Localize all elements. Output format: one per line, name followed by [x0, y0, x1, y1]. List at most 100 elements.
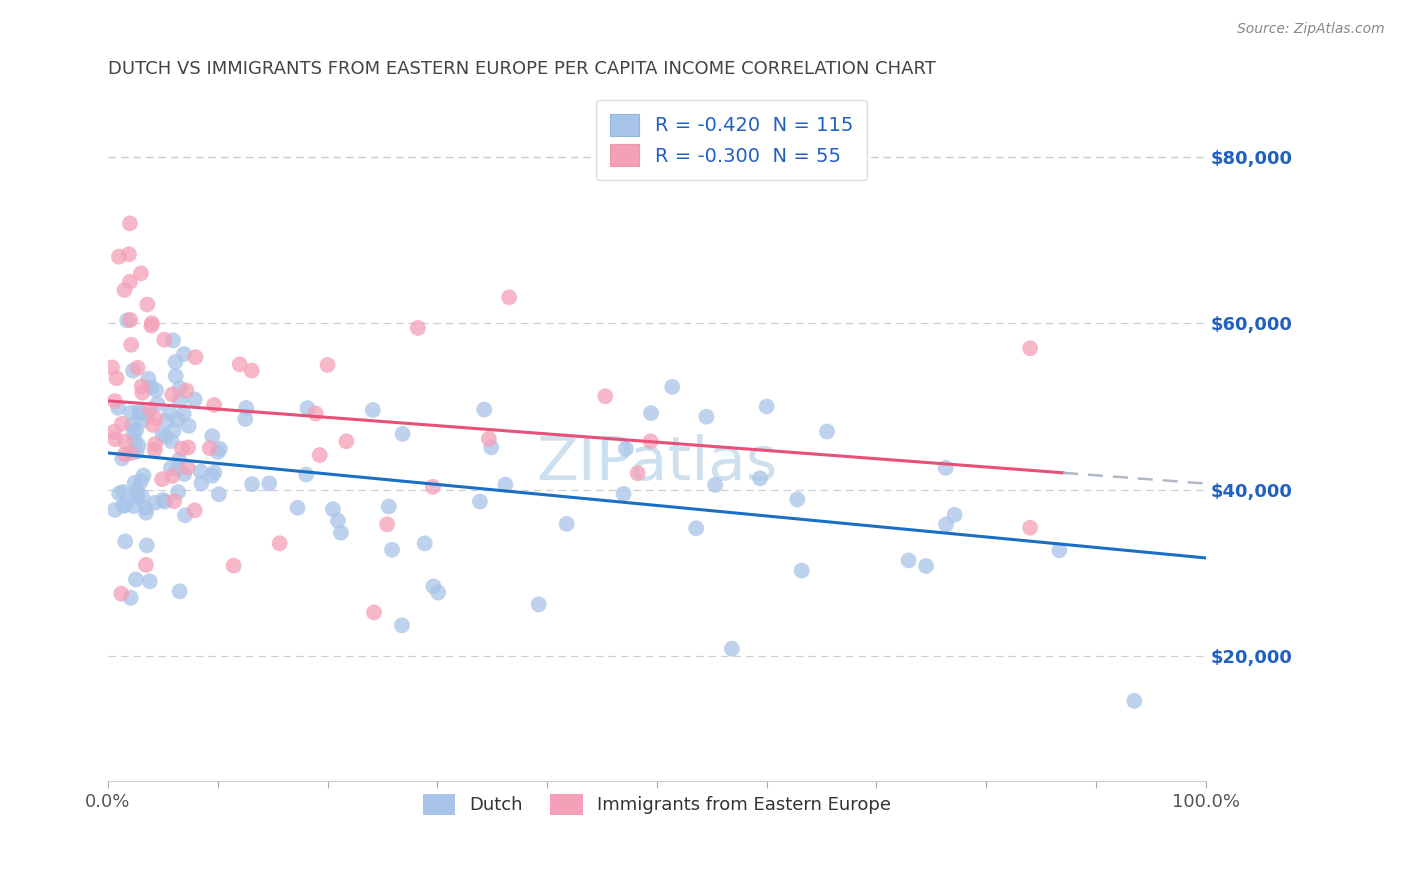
Point	[208, 442, 231, 456]
Point	[494, 477, 516, 491]
Point	[121, 417, 143, 432]
Point	[943, 508, 966, 522]
Point	[468, 494, 491, 508]
Point	[297, 401, 319, 416]
Point	[138, 574, 160, 589]
Point	[114, 534, 136, 549]
Point	[391, 618, 413, 632]
Point	[202, 398, 225, 412]
Point	[240, 363, 263, 377]
Point	[169, 584, 191, 599]
Point	[627, 466, 650, 480]
Point	[128, 404, 150, 418]
Point	[105, 371, 128, 385]
Point	[127, 483, 149, 498]
Point	[162, 334, 184, 348]
Point	[152, 427, 174, 442]
Point	[478, 432, 501, 446]
Point	[118, 275, 141, 289]
Point	[145, 411, 167, 425]
Point	[165, 355, 187, 369]
Point	[108, 486, 131, 500]
Point	[427, 585, 450, 599]
Point	[614, 442, 637, 456]
Point	[935, 517, 957, 532]
Point	[162, 469, 184, 483]
Point	[207, 445, 229, 459]
Point	[661, 380, 683, 394]
Point	[135, 408, 157, 422]
Point	[498, 290, 520, 304]
Point	[108, 250, 131, 264]
Point	[120, 591, 142, 605]
Point	[165, 369, 187, 384]
Point	[135, 506, 157, 520]
Point	[131, 379, 153, 393]
Point	[128, 439, 150, 453]
Point	[1047, 543, 1070, 558]
Point	[721, 641, 744, 656]
Point	[141, 318, 163, 333]
Point	[143, 437, 166, 451]
Point	[104, 503, 127, 517]
Point	[114, 498, 136, 512]
Point	[125, 573, 148, 587]
Point	[305, 407, 328, 421]
Point	[595, 389, 617, 403]
Point	[201, 468, 224, 483]
Point	[125, 423, 148, 437]
Point	[139, 402, 162, 417]
Point	[222, 558, 245, 573]
Point	[308, 448, 330, 462]
Point	[472, 402, 495, 417]
Point	[107, 401, 129, 415]
Point	[141, 380, 163, 394]
Point	[704, 478, 727, 492]
Point	[391, 426, 413, 441]
Point	[143, 496, 166, 510]
Point	[120, 446, 142, 460]
Point	[138, 372, 160, 386]
Point	[155, 414, 177, 428]
Point	[160, 387, 183, 401]
Point	[169, 381, 191, 395]
Point	[235, 401, 257, 415]
Point	[1123, 694, 1146, 708]
Point	[287, 500, 309, 515]
Point	[160, 434, 183, 449]
Point	[176, 460, 198, 475]
Point	[198, 442, 221, 456]
Point	[240, 477, 263, 491]
Point	[129, 266, 152, 280]
Point	[269, 536, 291, 550]
Point	[316, 358, 339, 372]
Point	[110, 587, 132, 601]
Point	[155, 430, 177, 444]
Point	[167, 461, 190, 475]
Point	[152, 493, 174, 508]
Point	[153, 333, 176, 347]
Point	[183, 503, 205, 517]
Point	[103, 425, 125, 439]
Text: Source: ZipAtlas.com: Source: ZipAtlas.com	[1237, 22, 1385, 37]
Point	[125, 488, 148, 502]
Point	[112, 485, 135, 500]
Point	[136, 297, 159, 311]
Point	[104, 432, 127, 446]
Point	[173, 407, 195, 421]
Point	[153, 494, 176, 508]
Point	[173, 467, 195, 481]
Point	[695, 409, 717, 424]
Point	[915, 559, 938, 574]
Point	[167, 485, 190, 500]
Point	[127, 360, 149, 375]
Point	[131, 490, 153, 504]
Point	[257, 476, 280, 491]
Point	[1019, 521, 1042, 535]
Point	[613, 487, 636, 501]
Point	[786, 492, 808, 507]
Point	[124, 475, 146, 490]
Point	[142, 417, 165, 432]
Point	[146, 397, 169, 411]
Text: DUTCH VS IMMIGRANTS FROM EASTERN EUROPE PER CAPITA INCOME CORRELATION CHART: DUTCH VS IMMIGRANTS FROM EASTERN EUROPE …	[108, 60, 936, 78]
